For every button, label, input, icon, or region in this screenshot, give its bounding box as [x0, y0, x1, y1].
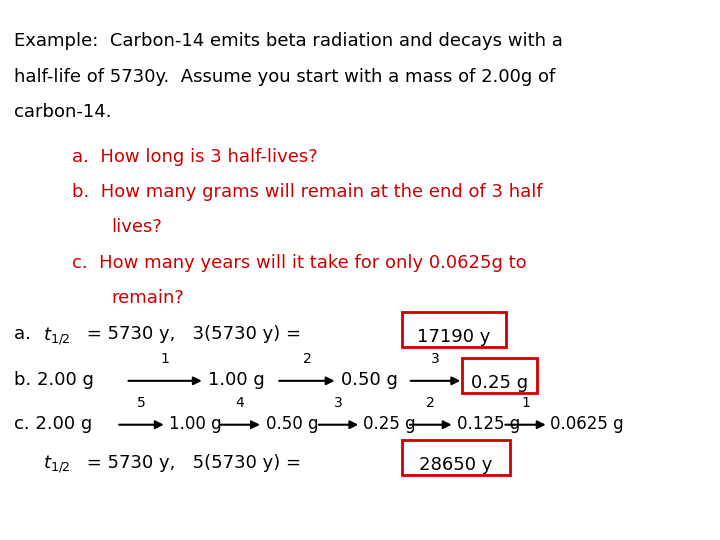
Text: 1: 1 [521, 396, 530, 410]
Text: 1.00 g: 1.00 g [208, 371, 265, 389]
FancyBboxPatch shape [462, 357, 537, 393]
Text: $t_{1/2}$: $t_{1/2}$ [43, 454, 71, 475]
Text: 17190 y: 17190 y [418, 328, 491, 346]
Text: 28650 y: 28650 y [419, 456, 492, 474]
Text: 0.50 g: 0.50 g [341, 371, 398, 389]
Text: 0.25 g: 0.25 g [364, 415, 416, 433]
Text: c. 2.00 g: c. 2.00 g [14, 415, 93, 433]
Text: 4: 4 [235, 396, 245, 410]
Text: b. 2.00 g: b. 2.00 g [14, 371, 94, 389]
Text: = 5730 y,   5(5730 y) =: = 5730 y, 5(5730 y) = [81, 454, 307, 471]
Text: 1.00 g: 1.00 g [169, 415, 222, 433]
Text: 2: 2 [426, 396, 435, 410]
Text: b.  How many grams will remain at the end of 3 half: b. How many grams will remain at the end… [72, 184, 542, 201]
Text: 0.50 g: 0.50 g [266, 415, 318, 433]
Text: $t_{1/2}$: $t_{1/2}$ [43, 326, 71, 347]
FancyBboxPatch shape [402, 312, 506, 347]
Text: = 5730 y,   3(5730 y) =: = 5730 y, 3(5730 y) = [81, 326, 307, 343]
Text: 5: 5 [137, 396, 146, 410]
Text: 0.0625 g: 0.0625 g [550, 415, 624, 433]
FancyBboxPatch shape [402, 440, 510, 475]
Text: 0.25 g: 0.25 g [471, 374, 528, 392]
Text: c.  How many years will it take for only 0.0625g to: c. How many years will it take for only … [72, 254, 526, 272]
Text: lives?: lives? [112, 219, 162, 237]
Text: a.: a. [14, 326, 37, 343]
Text: carbon-14.: carbon-14. [14, 103, 112, 120]
Text: 3: 3 [431, 352, 440, 366]
Text: Example:  Carbon-14 emits beta radiation and decays with a: Example: Carbon-14 emits beta radiation … [14, 32, 563, 50]
Text: 3: 3 [334, 396, 343, 410]
Text: 0.125 g: 0.125 g [456, 415, 520, 433]
Text: remain?: remain? [112, 289, 184, 307]
Text: 2: 2 [302, 352, 311, 366]
Text: half-life of 5730y.  Assume you start with a mass of 2.00g of: half-life of 5730y. Assume you start wit… [14, 68, 556, 85]
Text: a.  How long is 3 half-lives?: a. How long is 3 half-lives? [72, 148, 318, 166]
Text: 1: 1 [161, 352, 170, 366]
